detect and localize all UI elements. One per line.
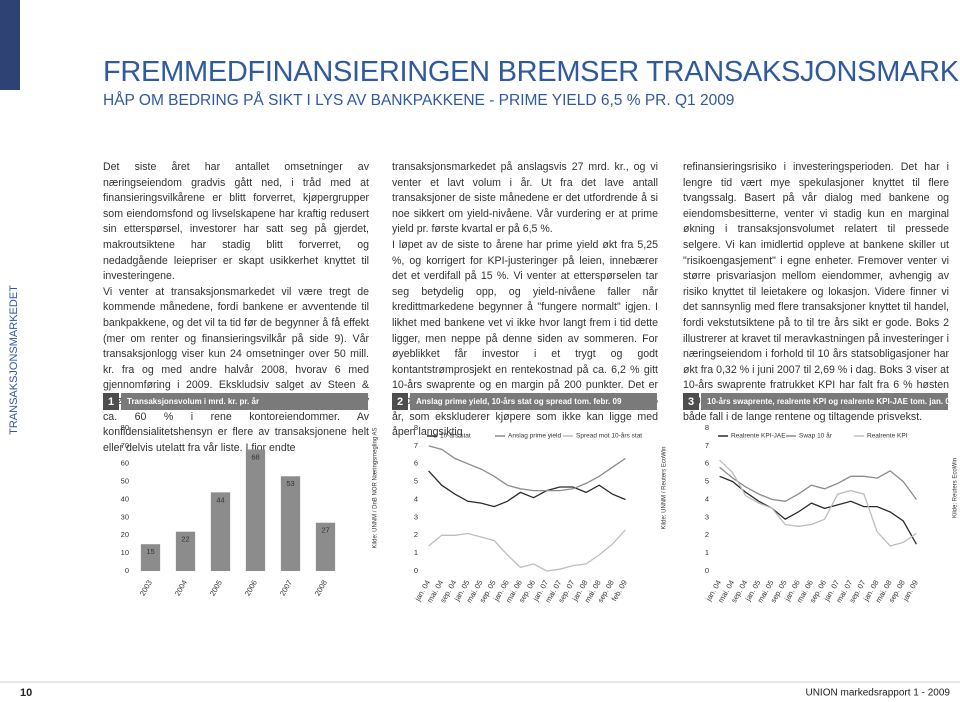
- value-label: 68: [251, 452, 259, 461]
- y-tick-label: 8: [414, 423, 418, 432]
- chart-number: 2: [397, 396, 403, 408]
- source: Kilde: Reuters EcoWin: [953, 458, 959, 518]
- y-tick-label: 0: [125, 566, 129, 575]
- series-line: [428, 470, 626, 508]
- number-box: [683, 393, 699, 410]
- legend-label: 10-års stat: [440, 432, 471, 440]
- source: Kilde: UNNM / Reuters EcoWin: [662, 446, 668, 529]
- x-tick-label: 2006: [243, 578, 259, 597]
- value-label: 27: [321, 526, 329, 535]
- series-line: [719, 475, 917, 545]
- series-line: [719, 459, 917, 547]
- chart-number: 1: [108, 396, 114, 408]
- y-tick-label: 20: [121, 530, 129, 539]
- subtitle: HÅP OM BEDRING PÅ SIKT I LYS AV BANKPAKK…: [103, 92, 735, 109]
- bar: [245, 449, 266, 571]
- header-bar: [121, 393, 368, 410]
- header-bar: [410, 393, 657, 410]
- sidebar-strip: [0, 0, 20, 90]
- value-label: 22: [181, 535, 189, 544]
- page-number: 10: [20, 687, 32, 699]
- y-tick-label: 6: [705, 459, 709, 468]
- y-tick-label: 40: [121, 494, 129, 503]
- y-tick-label: 5: [414, 477, 418, 486]
- y-tick-label: 2: [414, 530, 418, 539]
- y-tick-label: 2: [705, 530, 709, 539]
- legend-label: Realrente KPI-JAE: [731, 433, 786, 440]
- y-tick-label: 3: [414, 512, 418, 521]
- legend-label: Spread mot 10-års stat: [576, 432, 642, 440]
- chart-title: Transaksjonsvolum i mrd. kr. pr. år: [127, 397, 259, 406]
- y-tick-label: 3: [705, 512, 709, 521]
- y-tick-label: 7: [705, 441, 709, 450]
- x-tick-label: 2003: [138, 578, 154, 597]
- x-tick-label: 2007: [278, 578, 294, 597]
- publication: UNION markedsrapport 1 - 2009: [805, 688, 950, 699]
- header-bar: [701, 393, 948, 410]
- legend-label: Anslag prime yield: [508, 433, 561, 440]
- series-line: [719, 466, 917, 502]
- y-tick-label: 60: [121, 459, 129, 468]
- y-tick-label: 1: [414, 548, 418, 557]
- sidebar-label: TRANSAKSJONSMARKEDET: [8, 285, 20, 435]
- y-tick-label: 0: [705, 566, 709, 575]
- y-tick-label: 8: [705, 423, 709, 432]
- series-line: [428, 445, 626, 492]
- x-tick-label: 2008: [313, 578, 329, 597]
- series-line: [428, 529, 626, 572]
- y-tick-label: 1: [705, 548, 709, 557]
- chart-title: 10-års swaprente, realrente KPI og realr…: [707, 397, 955, 406]
- bar: [210, 492, 231, 571]
- number-box: [103, 393, 119, 410]
- y-tick-label: 4: [705, 494, 709, 503]
- bar: [175, 531, 196, 571]
- chart-title: Anslag prime yield, 10-års stat og sprea…: [416, 397, 622, 406]
- column: refinansieringsrisiko i investeringsperi…: [683, 160, 949, 425]
- y-tick-label: 0: [414, 566, 418, 575]
- y-tick-label: 10: [121, 548, 129, 557]
- y-tick-label: 50: [121, 477, 129, 486]
- value-label: 15: [146, 547, 154, 556]
- value-label: 53: [286, 479, 294, 488]
- y-tick-label: 30: [121, 512, 129, 521]
- title: FREMMEDFINANSIERINGEN BREMSER TRANSAKSJO…: [103, 56, 960, 88]
- number-box: [392, 393, 408, 410]
- y-tick-label: 80: [121, 423, 129, 432]
- y-tick-label: 70: [121, 441, 129, 450]
- y-tick-label: 4: [414, 494, 418, 503]
- paragraph: Det siste året har antallet omsetninger …: [103, 161, 369, 283]
- bar: [280, 476, 301, 571]
- x-tick-label: 2005: [208, 578, 224, 597]
- value-label: 44: [216, 495, 224, 504]
- legend-label: Swap 10 år: [799, 432, 833, 440]
- source: Kilde: UNNM / DnB NOR Næringsmegling AS: [373, 427, 379, 548]
- y-tick-label: 7: [414, 441, 418, 450]
- y-tick-label: 5: [705, 477, 709, 486]
- bar: [315, 522, 336, 571]
- x-tick-label: 2004: [173, 578, 189, 597]
- y-tick-label: 6: [414, 459, 418, 468]
- legend-label: Realrente KPI: [867, 433, 908, 440]
- paragraph: refinansieringsrisiko i investeringsperi…: [683, 161, 949, 423]
- chart-number: 3: [688, 396, 694, 408]
- bar: [140, 544, 161, 571]
- paragraph: transaksjonsmarkedet på anslagsvis 27 mr…: [392, 161, 658, 236]
